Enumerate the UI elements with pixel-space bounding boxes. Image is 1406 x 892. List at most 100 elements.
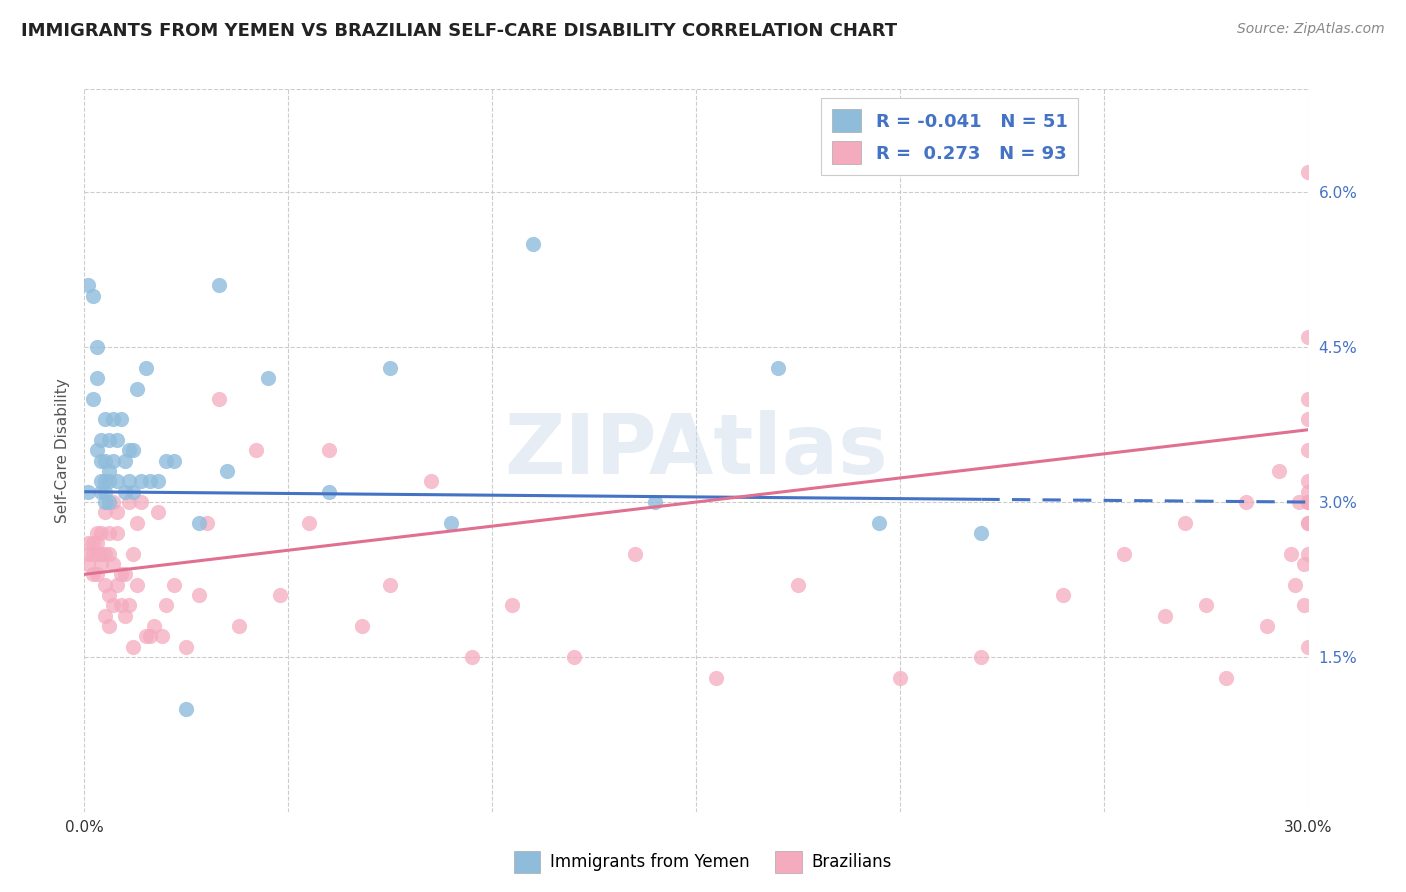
Point [97,475,120,489]
Point [114,454,136,468]
Point [86,567,108,582]
Point [93,484,115,499]
Point [644,495,666,509]
Point [150,629,173,643]
Y-axis label: Self-Care Disability: Self-Care Disability [55,378,70,523]
Point [114,567,136,582]
Point [110,567,132,582]
Point [131,495,153,509]
Point [1114,547,1136,561]
Point [101,557,124,571]
Point [1256,619,1278,633]
Point [82,567,104,582]
Point [1292,599,1315,613]
Point [93,547,115,561]
Point [93,608,115,623]
Point [86,340,108,354]
Point [142,619,165,633]
Point [1215,671,1237,685]
Point [1296,640,1319,654]
Point [1296,330,1319,344]
Point [118,475,141,489]
Point [97,433,120,447]
Point [97,619,120,633]
Point [869,516,891,530]
Point [90,454,112,468]
Point [90,547,112,561]
Point [1296,165,1319,179]
Point [1296,392,1319,406]
Point [82,392,104,406]
Legend: R = -0.041   N = 51, R =  0.273   N = 93: R = -0.041 N = 51, R = 0.273 N = 93 [821,98,1078,176]
Point [195,516,218,530]
Point [101,495,124,509]
Point [155,454,177,468]
Point [318,443,340,458]
Point [101,599,124,613]
Point [461,649,484,664]
Point [298,516,321,530]
Point [502,599,524,613]
Point [77,484,100,499]
Point [101,412,124,426]
Point [380,360,402,375]
Point [187,588,209,602]
Point [114,608,136,623]
Point [127,516,149,530]
Point [706,671,728,685]
Point [1296,443,1319,458]
Point [105,475,128,489]
Point [1296,516,1319,530]
Text: IMMIGRANTS FROM YEMEN VS BRAZILIAN SELF-CARE DISABILITY CORRELATION CHART: IMMIGRANTS FROM YEMEN VS BRAZILIAN SELF-… [21,22,897,40]
Point [97,526,120,541]
Point [77,557,100,571]
Point [1174,516,1197,530]
Point [1296,484,1319,499]
Point [257,371,280,385]
Point [118,599,141,613]
Point [269,588,291,602]
Point [122,547,145,561]
Point [82,547,104,561]
Point [245,443,267,458]
Point [114,484,136,499]
Point [1296,475,1319,489]
Point [318,484,340,499]
Point [127,577,149,591]
Point [105,526,128,541]
Point [93,412,115,426]
Point [1284,577,1306,591]
Point [208,392,231,406]
Point [174,701,197,715]
Point [77,536,100,550]
Point [1296,495,1319,509]
Point [97,464,120,478]
Point [90,526,112,541]
Point [93,475,115,489]
Point [138,475,160,489]
Point [131,475,153,489]
Point [93,577,115,591]
Point [1236,495,1258,509]
Point [105,577,128,591]
Point [122,640,145,654]
Point [1154,608,1177,623]
Point [82,288,104,302]
Point [86,443,108,458]
Point [93,505,115,519]
Point [90,433,112,447]
Point [380,577,402,591]
Point [127,382,149,396]
Point [187,516,209,530]
Point [155,599,177,613]
Point [522,237,544,252]
Point [766,360,789,375]
Point [146,505,169,519]
Point [1279,547,1302,561]
Point [970,526,993,541]
Point [86,536,108,550]
Text: Source: ZipAtlas.com: Source: ZipAtlas.com [1237,22,1385,37]
Point [110,412,132,426]
Point [122,484,145,499]
Point [624,547,647,561]
